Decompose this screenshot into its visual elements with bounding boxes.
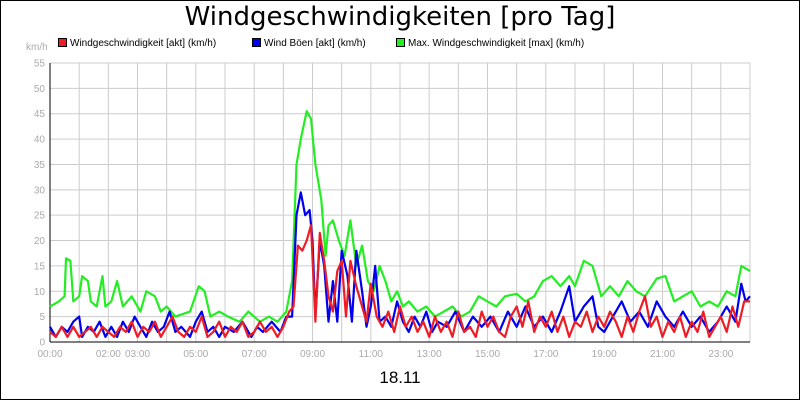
- x-tick-label: 13:00: [417, 349, 442, 360]
- y-tick-label: 10: [34, 287, 46, 298]
- y-axis-unit-label: km/h: [26, 42, 48, 53]
- legend-swatch-red: [58, 38, 67, 47]
- x-tick-label: 07:00: [242, 349, 267, 360]
- x-tick-label: 15:00: [475, 349, 500, 360]
- y-tick-label: 35: [34, 160, 46, 171]
- legend-item-gusts: Wind Böen [akt] (km/h): [252, 38, 366, 49]
- y-tick-label: 45: [34, 109, 46, 120]
- y-tick-label: 15: [34, 261, 46, 272]
- chart-title: Windgeschwindigkeiten [pro Tag]: [184, 2, 616, 32]
- x-tick-label: 11:00: [359, 349, 384, 360]
- y-tick-label: 25: [34, 211, 46, 222]
- x-tick-label: 21:00: [650, 349, 675, 360]
- x-tick-label: 09:00: [300, 349, 325, 360]
- y-tick-label: 30: [34, 185, 46, 196]
- x-tick-label: 00:00: [37, 349, 62, 360]
- legend-swatch-blue: [252, 38, 261, 47]
- y-tick-label: 5: [39, 312, 45, 323]
- series-line-1: [49, 191, 751, 338]
- x-tick-label: 02:00: [96, 349, 121, 360]
- legend-item-speed: Windgeschwindigkeit [akt] (km/h): [58, 38, 216, 49]
- y-tick-label: 40: [34, 135, 46, 146]
- y-tick-label: 0: [39, 338, 45, 349]
- x-tick-label: 05:00: [183, 349, 208, 360]
- legend-label-gusts: Wind Böen [akt] (km/h): [264, 38, 366, 49]
- x-axis-date-label: 18.11: [379, 368, 421, 387]
- legend-label-speed: Windgeschwindigkeit [akt] (km/h): [70, 38, 217, 49]
- x-tick-label: 19:00: [592, 349, 617, 360]
- x-tick-label: 23:00: [708, 349, 733, 360]
- x-tick-label: 17:00: [533, 349, 558, 360]
- y-tick-label: 50: [34, 84, 46, 95]
- legend-swatch-green: [396, 38, 405, 47]
- y-tick-label: 55: [34, 59, 46, 70]
- legend-label-max: Max. Windgeschwindigkeit [max] (km/h): [408, 38, 585, 49]
- x-tick-label: 03:00: [125, 349, 150, 360]
- legend-item-max: Max. Windgeschwindigkeit [max] (km/h): [396, 38, 584, 49]
- y-tick-label: 20: [34, 236, 46, 247]
- series-line-2: [49, 224, 750, 338]
